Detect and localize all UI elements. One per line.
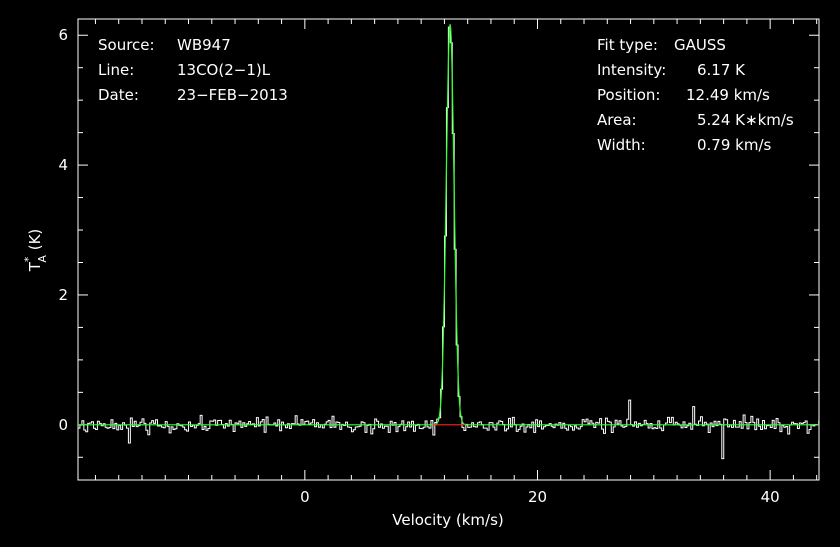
line-value: 13CO(2−1)L <box>177 61 271 79</box>
axis-tick-labels: 0 20 40 0 2 4 6 <box>58 26 779 506</box>
width-label: Width: <box>597 136 646 154</box>
gaussian-fit-series <box>78 24 819 426</box>
y-tick-label: 0 <box>58 416 68 434</box>
y-tick-label: 2 <box>58 286 68 304</box>
axis-ticks <box>78 19 819 480</box>
intensity-value: 6.17 K <box>697 61 746 79</box>
y-tick-label: 6 <box>58 26 68 44</box>
area-label: Area: <box>597 111 637 129</box>
area-value: 5.24 K∗km/s <box>697 111 794 129</box>
position-label: Position: <box>597 86 660 104</box>
x-tick-label: 40 <box>761 488 780 506</box>
x-tick-label: 0 <box>300 488 310 506</box>
position-value: 12.49 km/s <box>686 86 770 104</box>
source-value: WB947 <box>177 36 231 54</box>
line-label: Line: <box>98 61 134 79</box>
source-label: Source: <box>98 36 155 54</box>
x-axis-label: Velocity (km/s) <box>392 511 503 529</box>
intensity-label: Intensity: <box>597 61 666 79</box>
plot-frame <box>77 18 820 481</box>
data-layer <box>78 24 820 460</box>
y-tick-label: 4 <box>58 156 68 174</box>
y-axis-label: T*A (K) <box>22 229 49 273</box>
x-tick-label: 20 <box>528 488 547 506</box>
width-value: 0.79 km/s <box>697 136 772 154</box>
info-left: Source: WB947 Line: 13CO(2−1)L Date: 23−… <box>98 36 288 104</box>
date-label: Date: <box>98 86 139 104</box>
info-right: Fit type: GAUSS Intensity: 6.17 K Positi… <box>597 36 794 154</box>
fit-type-label: Fit type: <box>597 36 658 54</box>
fit-type-value: GAUSS <box>674 36 726 54</box>
date-value: 23−FEB−2013 <box>177 86 288 104</box>
